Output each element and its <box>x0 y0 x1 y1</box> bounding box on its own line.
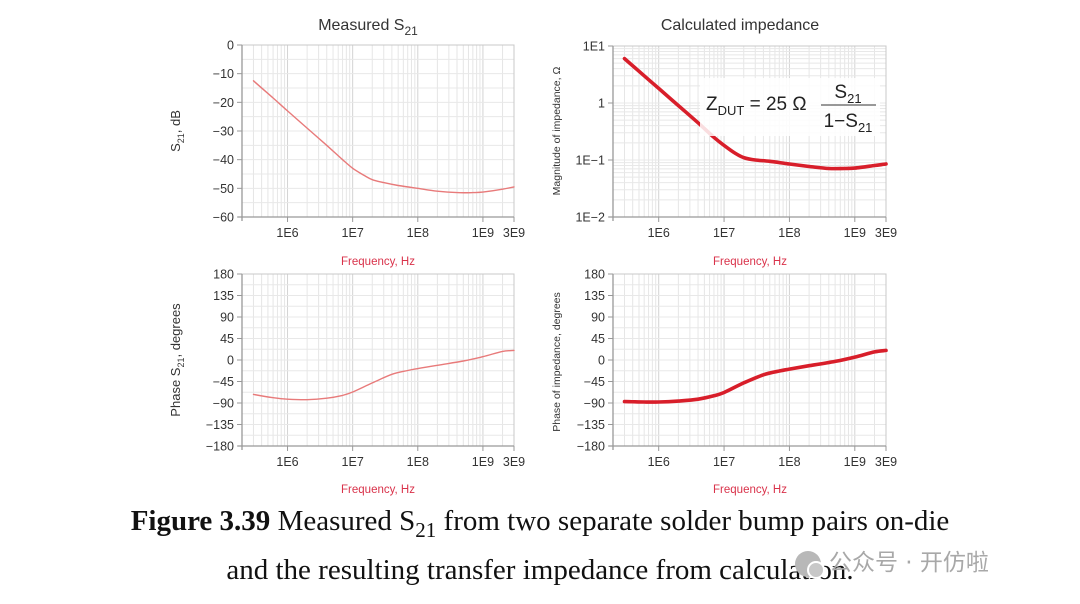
y-tick-label: −135 <box>206 418 234 432</box>
x-tick-label: 1E6 <box>648 455 670 469</box>
grid <box>241 44 515 218</box>
y-tick-label: 135 <box>213 289 234 303</box>
x-tick-label: 1E8 <box>407 226 429 240</box>
formula-denominator: 1−S21 <box>824 111 873 135</box>
y-tick-label: −90 <box>213 397 234 411</box>
y-tick-label: 1E1 <box>583 40 605 54</box>
y-tick-label: 45 <box>591 332 605 346</box>
x-tick-label: 1E6 <box>276 455 298 469</box>
grid <box>612 46 887 218</box>
y-tick-label: −60 <box>213 211 234 225</box>
y-tick-label: 180 <box>584 268 605 282</box>
y-tick-label: −135 <box>577 418 605 432</box>
x-tick-label: 1E9 <box>472 226 494 240</box>
watermark-text: 公众号 · 开仿啦 <box>829 550 989 576</box>
x-tick-label: 3E9 <box>503 226 525 240</box>
y-tick-label: 1 <box>598 97 605 111</box>
y-tick-label: −20 <box>213 96 234 110</box>
y-tick-label: −10 <box>213 67 234 81</box>
figure-number: Figure 3.39 <box>130 505 271 537</box>
x-tick-label: 3E9 <box>503 455 525 469</box>
panel-s21-phase: Phase S21, degrees Frequency, Hz 180 135 9… <box>168 268 525 497</box>
y-tick-label: 180 <box>213 268 234 282</box>
y-tick-label: 135 <box>584 289 605 303</box>
x-tick-label: 1E8 <box>778 455 800 469</box>
x-tick-label: 1E9 <box>844 226 866 240</box>
x-tick-label: 1E7 <box>342 226 364 240</box>
series-line <box>252 80 515 194</box>
y-tick-label: −45 <box>213 375 234 389</box>
panel-impedance-magnitude: Calculated impedance Magnitude of impeda… <box>551 17 897 268</box>
y-axis-label: S21, dB <box>168 110 186 152</box>
y-tick-label: 0 <box>227 354 234 368</box>
y-axis-label: Magnitude of impedance, Ω <box>551 67 563 196</box>
formula-lhs: ZDUT = 25 Ω <box>706 94 807 118</box>
y-tick-label: −180 <box>206 440 234 454</box>
y-tick-label: −45 <box>584 375 605 389</box>
x-axis-label: Frequency, Hz <box>713 256 787 268</box>
chart-title: Measured S21 <box>318 17 418 38</box>
panel-s21-magnitude: Measured S21 S21, dB Frequency, Hz 0 −10 −… <box>168 17 525 268</box>
x-tick-label: 3E9 <box>875 455 897 469</box>
y-tick-label: 0 <box>598 354 605 368</box>
y-tick-label: 0 <box>227 39 234 53</box>
y-tick-label: −50 <box>213 182 234 196</box>
x-tick-label: 3E9 <box>875 226 897 240</box>
series-line <box>622 348 888 404</box>
panel-impedance-phase: Phase of impedance, degrees Frequency, H… <box>551 268 897 497</box>
y-axis-label: Phase S21, degrees <box>168 303 186 417</box>
x-tick-label: 1E9 <box>844 455 866 469</box>
y-axis-label: Phase of impedance, degrees <box>551 292 563 432</box>
y-tick-label: 1E−1 <box>575 154 605 168</box>
y-tick-label: −180 <box>577 440 605 454</box>
x-tick-label: 1E7 <box>342 455 364 469</box>
x-tick-label: 1E7 <box>713 455 735 469</box>
y-tick-label: 1E−2 <box>575 211 605 225</box>
x-tick-label: 1E6 <box>648 226 670 240</box>
formula-annotation: ZDUT = 25 Ω S21 1−S21 <box>700 78 880 136</box>
chart-title: Calculated impedance <box>661 17 819 34</box>
y-tick-label: 45 <box>220 332 234 346</box>
y-tick-label: 90 <box>220 311 234 325</box>
x-axis-label: Frequency, Hz <box>341 256 415 268</box>
series-line <box>252 349 515 401</box>
y-tick-label: 90 <box>591 311 605 325</box>
caption-text: Measured S <box>270 505 416 537</box>
grid <box>241 273 515 447</box>
figure-caption-line-2: and the resulting transfer impedance fro… <box>226 554 854 586</box>
formula-numerator: S21 <box>834 82 861 106</box>
caption-text: from two separate solder bump pairs on-d… <box>436 505 950 537</box>
caption-subscript: 21 <box>415 517 437 542</box>
x-axis-label: Frequency, Hz <box>341 484 415 496</box>
y-tick-label: −30 <box>213 125 234 139</box>
series-line <box>622 56 888 171</box>
y-tick-label: −40 <box>213 153 234 167</box>
formula-background <box>700 78 880 136</box>
x-axis-label: Frequency, Hz <box>713 484 787 496</box>
wechat-icon <box>795 550 825 579</box>
watermark: 公众号 · 开仿啦 <box>795 543 989 579</box>
x-tick-label: 1E8 <box>407 455 429 469</box>
x-tick-label: 1E9 <box>472 455 494 469</box>
x-tick-label: 1E6 <box>276 226 298 240</box>
figure-caption-line-1: Figure 3.39 Measured S21 from two separa… <box>0 505 1080 543</box>
x-tick-label: 1E7 <box>713 226 735 240</box>
x-tick-label: 1E8 <box>778 226 800 240</box>
y-tick-label: −90 <box>584 397 605 411</box>
